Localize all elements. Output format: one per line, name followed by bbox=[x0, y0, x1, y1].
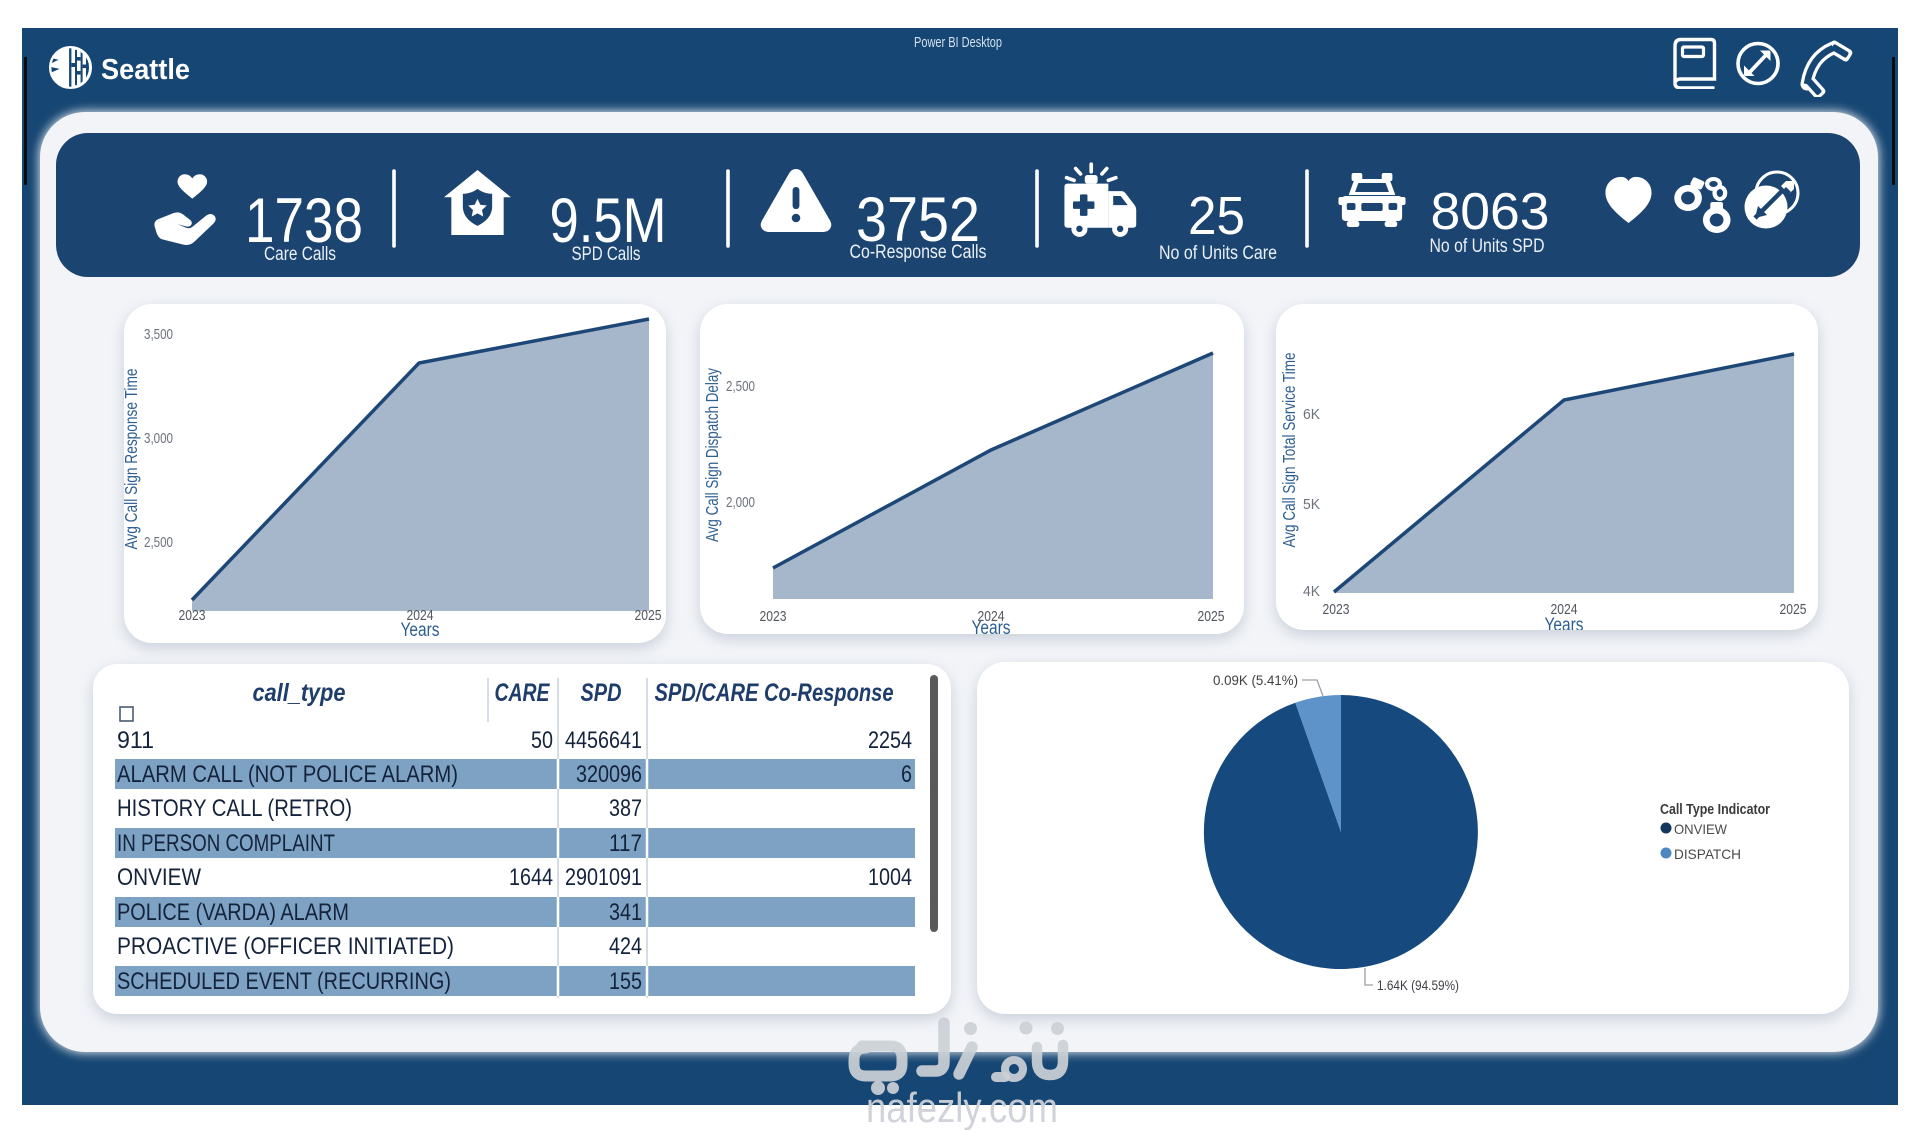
svg-text:ONVIEW: ONVIEW bbox=[1674, 821, 1728, 837]
svg-text:ALARM CALL (NOT POLICE ALARM): ALARM CALL (NOT POLICE ALARM) bbox=[117, 761, 458, 788]
svg-text:387: 387 bbox=[609, 795, 642, 822]
svg-text:6: 6 bbox=[901, 761, 912, 788]
svg-text:50: 50 bbox=[531, 727, 553, 754]
svg-text:4456641: 4456641 bbox=[565, 727, 642, 754]
svg-text:0.09K (5.41%): 0.09K (5.41%) bbox=[1213, 672, 1298, 688]
svg-text:HISTORY CALL (RETRO): HISTORY CALL (RETRO) bbox=[117, 795, 352, 822]
svg-text:3752: 3752 bbox=[856, 185, 980, 255]
svg-text:4K: 4K bbox=[1303, 583, 1320, 600]
svg-text:320096: 320096 bbox=[576, 761, 642, 788]
svg-text:1004: 1004 bbox=[868, 864, 912, 891]
svg-text:Co-Response Calls: Co-Response Calls bbox=[850, 242, 987, 263]
svg-text:No of Units Care: No of Units Care bbox=[1159, 243, 1277, 264]
svg-text:341: 341 bbox=[609, 899, 642, 926]
svg-text:IN PERSON COMPLAINT: IN PERSON COMPLAINT bbox=[117, 830, 335, 857]
svg-text:2,000: 2,000 bbox=[726, 494, 755, 511]
svg-text:SPD/CARE Co-Response: SPD/CARE Co-Response bbox=[655, 679, 894, 707]
svg-text:6K: 6K bbox=[1303, 406, 1320, 423]
svg-text:8063: 8063 bbox=[1431, 183, 1550, 241]
svg-text:1644: 1644 bbox=[509, 864, 553, 891]
svg-text:SPD: SPD bbox=[581, 679, 622, 707]
svg-text:2024: 2024 bbox=[407, 607, 434, 624]
svg-text:3,000: 3,000 bbox=[144, 430, 173, 447]
svg-text:911: 911 bbox=[117, 727, 154, 754]
svg-text:2,500: 2,500 bbox=[726, 378, 755, 395]
svg-text:Avg Call Sign Dispatch Delay: Avg Call Sign Dispatch Delay bbox=[702, 368, 722, 542]
svg-text:1.64K (94.59%): 1.64K (94.59%) bbox=[1377, 977, 1459, 993]
svg-text:SPD Calls: SPD Calls bbox=[572, 244, 641, 265]
svg-text:Call Type Indicator: Call Type Indicator bbox=[1660, 802, 1770, 818]
svg-text:2254: 2254 bbox=[868, 727, 912, 754]
svg-text:nafezly.com: nafezly.com bbox=[866, 1084, 1058, 1130]
svg-text:DISPATCH: DISPATCH bbox=[1674, 846, 1741, 862]
svg-text:2024: 2024 bbox=[978, 608, 1005, 625]
svg-text:25: 25 bbox=[1188, 186, 1245, 246]
svg-text:2025: 2025 bbox=[635, 607, 662, 624]
svg-text:2023: 2023 bbox=[760, 608, 787, 625]
svg-text:2023: 2023 bbox=[179, 607, 206, 624]
svg-text:Years: Years bbox=[1545, 615, 1584, 630]
svg-text:9.5M: 9.5M bbox=[550, 186, 667, 256]
svg-text:Power BI Desktop: Power BI Desktop bbox=[914, 35, 1002, 51]
svg-text:5K: 5K bbox=[1303, 496, 1320, 513]
svg-text:Avg Call Sign Total Service Ti: Avg Call Sign Total Service Time bbox=[1279, 353, 1299, 548]
svg-text:2025: 2025 bbox=[1198, 608, 1225, 625]
svg-text:2024: 2024 bbox=[1551, 601, 1578, 618]
svg-text:Seattle: Seattle bbox=[101, 54, 190, 86]
svg-text:POLICE (VARDA) ALARM: POLICE (VARDA) ALARM bbox=[117, 899, 349, 926]
svg-text:2023: 2023 bbox=[1323, 601, 1350, 618]
svg-text:2,500: 2,500 bbox=[144, 534, 173, 551]
svg-text:SCHEDULED EVENT (RECURRING): SCHEDULED EVENT (RECURRING) bbox=[117, 968, 451, 995]
svg-text:PROACTIVE (OFFICER INITIATED): PROACTIVE (OFFICER INITIATED) bbox=[117, 933, 454, 960]
svg-text:Years: Years bbox=[972, 618, 1011, 634]
svg-text:ONVIEW: ONVIEW bbox=[117, 864, 201, 891]
svg-text:2901091: 2901091 bbox=[565, 864, 642, 891]
svg-text:155: 155 bbox=[609, 968, 642, 995]
svg-text:424: 424 bbox=[609, 933, 642, 960]
svg-text:3,500: 3,500 bbox=[144, 326, 173, 343]
svg-text:No of Units SPD: No of Units SPD bbox=[1430, 236, 1545, 257]
svg-text:CARE: CARE bbox=[495, 679, 551, 707]
svg-text:call_type: call_type bbox=[253, 679, 346, 707]
svg-text:1738: 1738 bbox=[245, 186, 363, 256]
svg-text:117: 117 bbox=[609, 830, 642, 857]
svg-text:Avg Call Sign Response Time: Avg Call Sign Response Time bbox=[124, 369, 141, 550]
svg-text:2025: 2025 bbox=[1780, 601, 1807, 618]
svg-text:Years: Years bbox=[401, 620, 440, 641]
svg-text:Care Calls: Care Calls bbox=[264, 244, 336, 265]
